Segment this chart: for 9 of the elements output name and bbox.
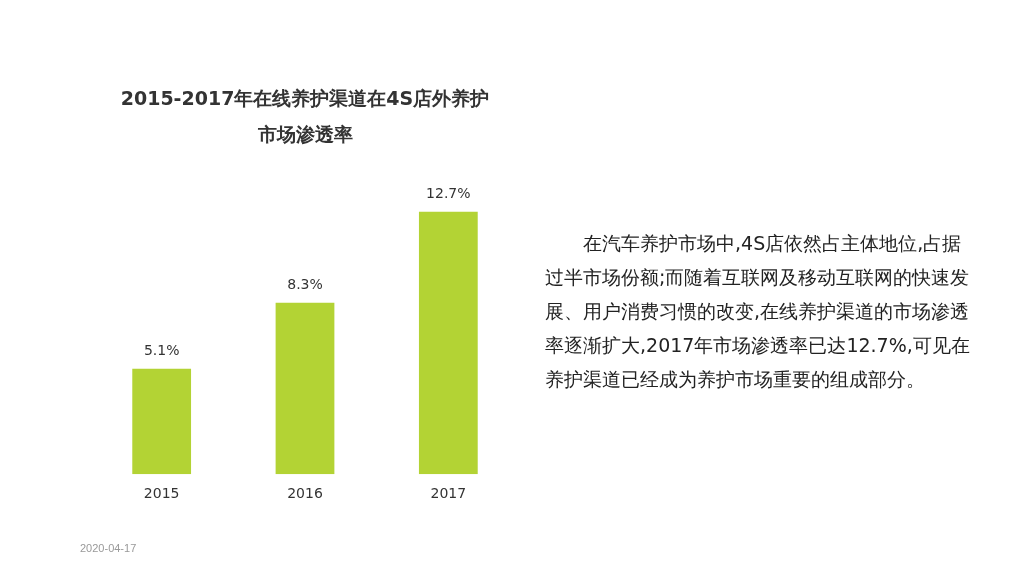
data-label: 12.7% (426, 185, 471, 202)
x-tick-label: 2017 (430, 485, 467, 502)
chart-title: 2015-2017年在线养护渠道在4S店外养护市场渗透率 (120, 86, 490, 147)
x-tick-label: 2015 (143, 485, 180, 502)
x-tick-label: 2016 (287, 485, 323, 502)
data-label: 5.1% (143, 342, 180, 359)
text: 2020-04-17 (80, 542, 137, 554)
text: 在汽车养护市场中,4S店依然占主体地位,占据过半市场份额;而随着互联网及移动互联网的快速发展、用户消费习惯的改变,在线养护渠道的市场渗透率逐渐扩大,2017年市场渗透率已达12.7%,可见在养护渠道已经成为养护市场重要的组成部分。 (545, 231, 971, 392)
data-label: 8.3% (287, 276, 323, 293)
